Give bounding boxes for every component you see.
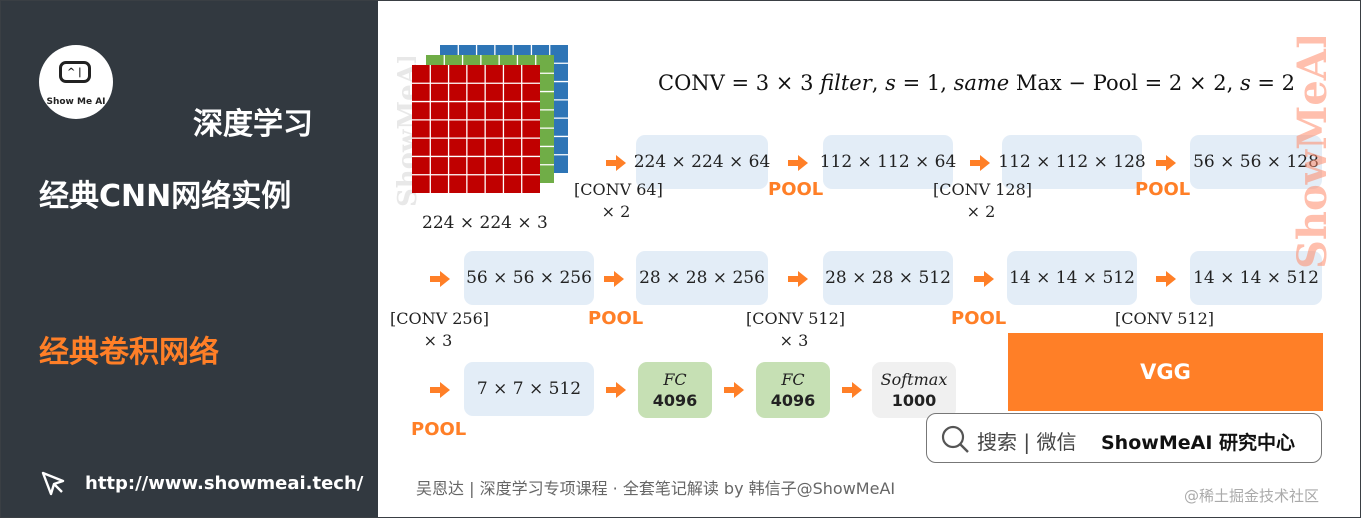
search-text: 搜索 | 微信 xyxy=(977,430,1077,454)
row2-pool-1: POOL xyxy=(588,308,644,329)
wechat-search-box[interactable]: 搜索 | 微信 ShowMeAI 研究中心 xyxy=(926,413,1322,463)
arrow-icon xyxy=(430,271,450,287)
row2-box-3: 28 × 28 × 512 xyxy=(823,251,953,305)
row2-pool-2: POOL xyxy=(951,308,1007,329)
search-icon xyxy=(941,425,969,453)
row2-box-4: 14 × 14 × 512 xyxy=(1007,251,1137,305)
vgg-banner: VGG xyxy=(1008,333,1323,411)
watermark-right: ShowMeAI xyxy=(1289,37,1336,269)
arrow-icon xyxy=(606,155,626,171)
fc-layer-2: FC 4096 xyxy=(756,362,830,418)
row1-box-2: 112 × 112 × 64 xyxy=(820,135,956,189)
row1-conv-2: [CONV 128] × 2 xyxy=(933,180,1033,221)
row1-pool-1: POOL xyxy=(768,179,824,200)
showmeai-logo[interactable]: ^ | Show Me AI xyxy=(39,45,113,119)
row1-box-3: 112 × 112 × 128 xyxy=(998,135,1146,189)
row2-box-2: 28 × 28 × 256 xyxy=(636,251,768,305)
search-brand: ShowMeAI 研究中心 xyxy=(1101,432,1295,454)
row2-conv-1: [CONV 256] × 3 xyxy=(390,309,490,350)
formula: CONV = 3 × 3 filter, s = 1, same Max − P… xyxy=(658,71,1296,95)
course-title: 深度学习 xyxy=(193,107,313,142)
row2-box-1: 56 × 56 × 256 xyxy=(464,251,594,305)
svg-text:ShowMeAI: ShowMeAI xyxy=(1289,37,1336,269)
cursor-click-icon xyxy=(41,471,65,496)
footer-credit: 吴恩达 | 深度学习专项课程 · 全套笔记解读 by 韩信子@ShowMeAI xyxy=(416,479,896,498)
arrow-icon xyxy=(430,382,450,398)
website-link[interactable]: http://www.showmeai.tech/ xyxy=(85,473,364,494)
arrow-icon xyxy=(724,382,744,398)
row1-box-1: 224 × 224 × 64 xyxy=(634,135,770,189)
row3-pool: POOL xyxy=(411,419,467,440)
softmax-layer: Softmax 1000 xyxy=(872,362,956,418)
arrow-icon xyxy=(1156,155,1176,171)
sidebar: ^ | Show Me AI 深度学习 经典CNN网络实例 经典卷积网络 http… xyxy=(1,1,378,517)
channel-layer-3 xyxy=(412,65,540,193)
section-title: 经典卷积网络 xyxy=(39,335,219,370)
row1-pool-2: POOL xyxy=(1135,179,1191,200)
row2-conv-3: [CONV 512] xyxy=(1115,309,1215,328)
arrow-icon xyxy=(842,382,862,398)
fc-layer-1: FC 4096 xyxy=(638,362,712,418)
arrow-icon xyxy=(788,155,808,171)
row2-box-5: 14 × 14 × 512 xyxy=(1190,251,1322,305)
row2-conv-2: [CONV 512] × 3 xyxy=(746,309,846,350)
row3-box-1: 7 × 7 × 512 xyxy=(464,362,594,416)
arrow-icon xyxy=(974,271,994,287)
input-volume-cube xyxy=(412,45,568,193)
arrow-icon xyxy=(1156,271,1176,287)
input-size-label: 224 × 224 × 3 xyxy=(422,213,548,233)
arrow-icon xyxy=(604,271,624,287)
arrow-icon xyxy=(606,382,626,398)
lecture-title: 经典CNN网络实例 xyxy=(39,179,292,214)
row1-box-4: 56 × 56 × 128 xyxy=(1190,135,1322,189)
logo-text: Show Me AI xyxy=(46,97,106,107)
robot-face-icon: ^ | xyxy=(59,61,91,83)
arrow-icon xyxy=(970,155,990,171)
vgg-diagram: ShowMeAI 224 × 224 × 3 CONV = 3 × 3 filt… xyxy=(378,1,1360,517)
arrow-icon xyxy=(788,271,808,287)
row1-conv-1: [CONV 64] × 2 xyxy=(574,180,663,221)
juejin-watermark: @稀土掘金技术社区 xyxy=(1184,487,1320,505)
